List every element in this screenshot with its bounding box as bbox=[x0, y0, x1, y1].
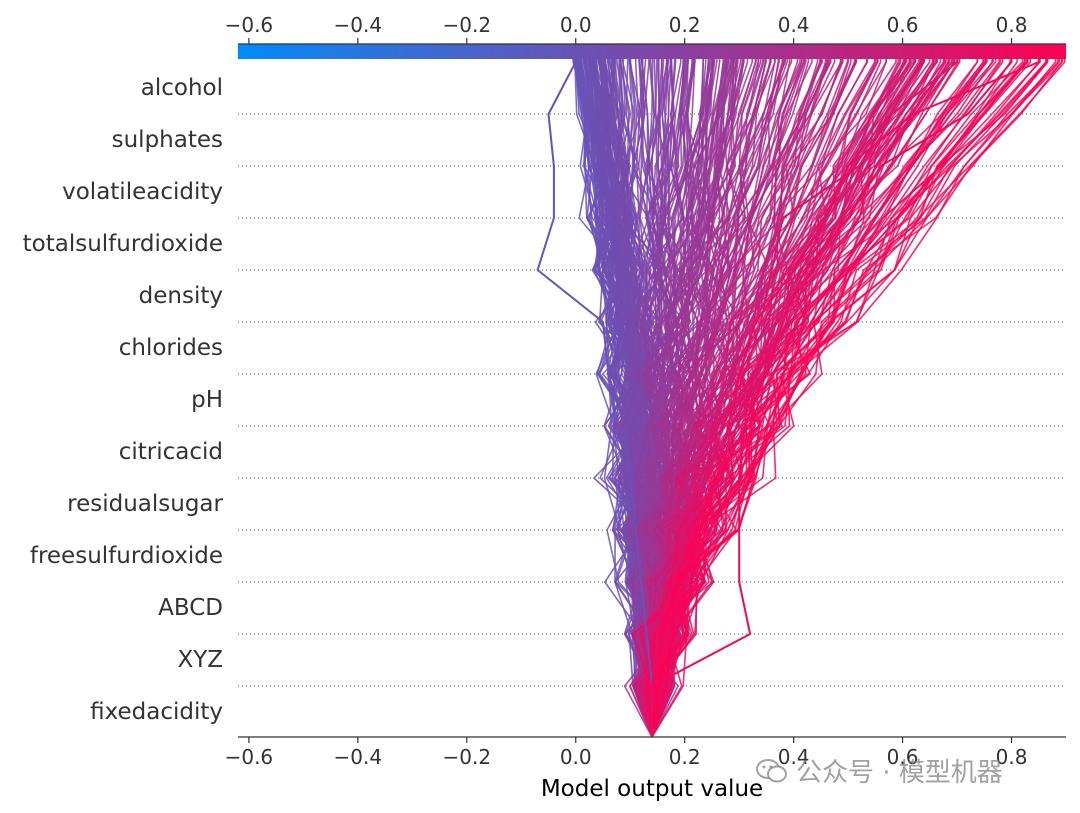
x-tick-label: 0.8 bbox=[996, 13, 1028, 37]
decision-path bbox=[645, 59, 869, 738]
feature-label: fixedacidity bbox=[90, 699, 223, 725]
feature-label: pH bbox=[191, 387, 223, 413]
decision-path bbox=[651, 59, 979, 738]
feature-label: volatileacidity bbox=[62, 179, 223, 205]
x-tick-label: −0.6 bbox=[225, 13, 274, 37]
decision-path bbox=[651, 59, 1028, 738]
decision-path bbox=[650, 59, 1066, 738]
feature-label: ABCD bbox=[158, 595, 223, 621]
feature-label: density bbox=[139, 283, 223, 309]
decision-path-highlight bbox=[651, 59, 1040, 737]
feature-label: XYZ bbox=[177, 647, 223, 673]
feature-label: freesulfurdioxide bbox=[30, 543, 223, 569]
decision-paths bbox=[536, 59, 1066, 738]
decision-path bbox=[651, 59, 1059, 738]
feature-label: citricacid bbox=[119, 439, 223, 465]
feature-label: totalsulfurdioxide bbox=[23, 231, 223, 257]
x-tick-label: 0.8 bbox=[996, 745, 1028, 769]
decision-path bbox=[650, 59, 1063, 738]
x-tick-label: −0.2 bbox=[443, 745, 492, 769]
decision-path-highlight bbox=[651, 59, 1013, 737]
x-tick-label: 0.0 bbox=[560, 13, 592, 37]
feature-label: alcohol bbox=[141, 75, 223, 101]
decision-path bbox=[638, 59, 1024, 738]
bottom-axis: −0.6 −0.4 −0.2 0.0 0.2 0.4 0.6 0.8 bbox=[225, 736, 1066, 769]
x-tick-label: 0.6 bbox=[887, 745, 919, 769]
colorbar bbox=[238, 44, 1066, 59]
x-tick-label: 0.2 bbox=[669, 13, 701, 37]
decision-path bbox=[651, 59, 1061, 738]
decision-path bbox=[651, 59, 1048, 738]
decision-path bbox=[632, 59, 1000, 738]
feature-label: sulphates bbox=[112, 127, 223, 153]
x-tick-label: 0.4 bbox=[778, 745, 810, 769]
decision-path bbox=[651, 59, 1063, 738]
x-tick-label: 0.6 bbox=[887, 13, 919, 37]
feature-label: chlorides bbox=[119, 335, 223, 361]
x-tick-label: −0.6 bbox=[225, 745, 274, 769]
watermark-text: 公众号 · 模型机器 bbox=[796, 758, 1003, 788]
x-tick-label: 0.2 bbox=[669, 745, 701, 769]
top-axis: −0.6 −0.4 −0.2 0.0 0.2 0.4 0.6 0.8 bbox=[225, 13, 1066, 45]
x-tick-label: −0.4 bbox=[334, 13, 383, 37]
x-tick-label: 0.0 bbox=[560, 745, 592, 769]
x-tick-label: 0.4 bbox=[778, 13, 810, 37]
decision-path bbox=[631, 59, 1049, 738]
wechat-icon bbox=[756, 758, 787, 782]
decision-path-highlight bbox=[536, 59, 653, 737]
x-tick-label: −0.4 bbox=[334, 745, 383, 769]
feature-label: residualsugar bbox=[67, 491, 223, 517]
decision-path-highlight bbox=[651, 59, 959, 737]
x-tick-label: −0.2 bbox=[443, 13, 492, 37]
watermark: 公众号 · 模型机器 bbox=[756, 752, 1003, 789]
decision-path bbox=[651, 59, 1057, 738]
feature-labels: alcohol sulphates volatileacidity totalsulf… bbox=[23, 75, 224, 725]
x-axis-title: Model output value bbox=[541, 776, 763, 802]
